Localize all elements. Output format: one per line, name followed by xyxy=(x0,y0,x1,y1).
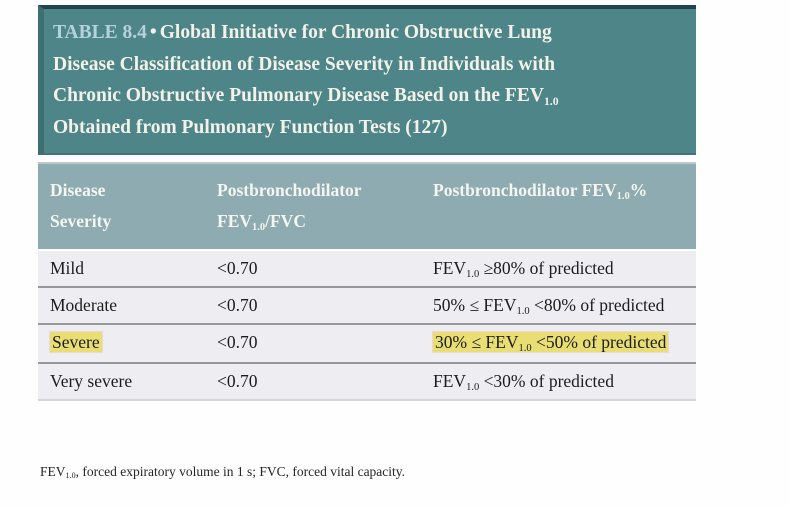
fev-pct-cell: FEV1.0 <30% of predicted xyxy=(433,371,614,394)
fev-pct-cell-highlighted: 30% ≤ FEV1.0 <50% of predicted xyxy=(433,332,669,355)
column-header-fev-fvc: Postbronchodilator FEV1.0/FVC xyxy=(217,180,362,234)
fev-fvc-cell: <0.70 xyxy=(217,371,258,391)
table-footnote: FEV1.0, forced expiratory volume in 1 s;… xyxy=(40,464,406,481)
fev-fvc-cell: <0.70 xyxy=(217,258,258,278)
table-row-moderate: Moderate <0.70 50% ≤ FEV1.0 <80% of pred… xyxy=(38,286,696,323)
fev-pct-cell: 50% ≤ FEV1.0 <80% of predicted xyxy=(433,295,665,318)
table-body: Mild <0.70 FEV1.0 ≥80% of predicted Mode… xyxy=(38,251,696,401)
severity-cell: Mild xyxy=(50,258,85,278)
table-row-severe: Severe <0.70 30% ≤ FEV1.0 <50% of predic… xyxy=(38,323,696,362)
title-line-1: TABLE 8.4 • Global Initiative for Chronic … xyxy=(53,17,684,49)
fev-fvc-cell: <0.70 xyxy=(217,332,258,352)
column-header-fev-pct-cell: Postbronchodilator FEV1.0% xyxy=(421,175,696,237)
title-line-2: Disease Classification of Disease Severi… xyxy=(53,53,556,75)
severity-cell-highlighted: Severe xyxy=(50,332,102,352)
fev-fvc-cell: <0.70 xyxy=(217,295,258,315)
severity-cell: Very severe xyxy=(50,371,133,391)
table-header-row: Disease Severity Postbronchodilator FEV1… xyxy=(38,162,696,249)
column-header-disease-severity-cell: Disease Severity xyxy=(38,175,205,237)
table-number-label: TABLE 8.4 xyxy=(53,22,147,43)
title-line-1-text: Global Initiative for Chronic Obstructiv… xyxy=(159,22,552,43)
fev-pct-cell: FEV1.0 ≥80% of predicted xyxy=(433,258,614,281)
table-row-very-severe: Very severe <0.70 FEV1.0 <30% of predict… xyxy=(38,362,696,399)
column-header-fev-fvc-cell: Postbronchodilator FEV1.0/FVC xyxy=(205,175,421,237)
table-figure: TABLE 8.4 • Global Initiative for Chronic … xyxy=(38,5,696,401)
title-bullet-separator: • xyxy=(149,22,157,43)
column-header-fev-pct: Postbronchodilator FEV1.0% xyxy=(433,180,648,203)
column-header-disease-severity: Disease Severity xyxy=(50,180,112,231)
table-title-block: TABLE 8.4 • Global Initiative for Chronic … xyxy=(38,5,696,155)
title-line-4: Obtained from Pulmonary Function Tests (… xyxy=(53,116,448,138)
title-line-3: Chronic Obstructive Pulmonary Disease Ba… xyxy=(53,85,559,108)
severity-cell: Moderate xyxy=(50,295,118,315)
table-row-mild: Mild <0.70 FEV1.0 ≥80% of predicted xyxy=(38,251,696,286)
